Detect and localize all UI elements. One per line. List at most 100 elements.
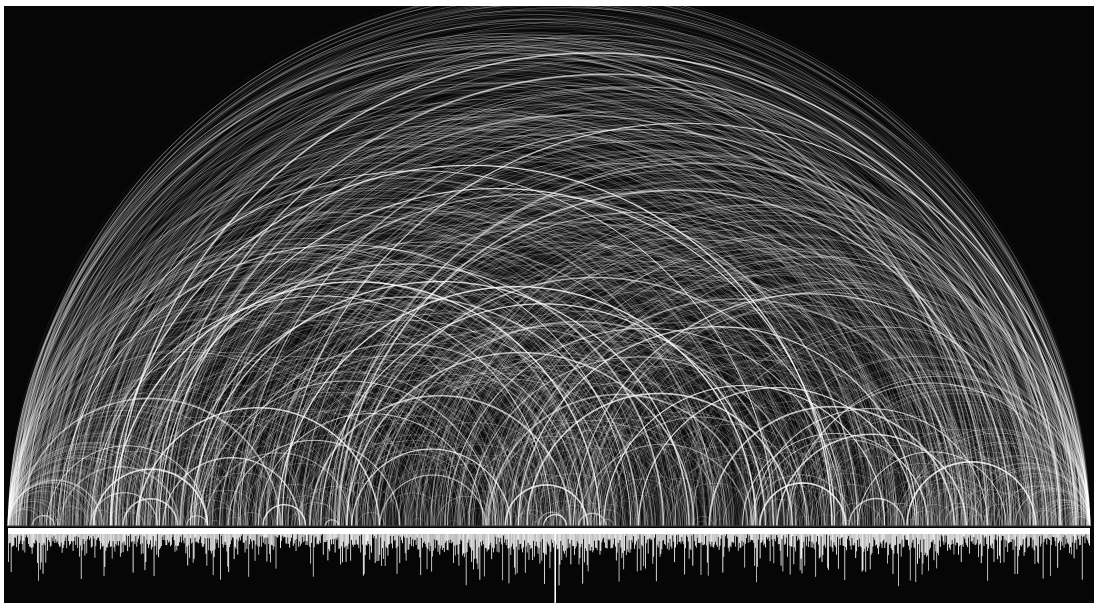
- connection-arc: [286, 327, 685, 527]
- connection-arc: [505, 241, 1076, 527]
- connection-arc: [191, 431, 381, 527]
- connection-arc: [268, 150, 1033, 527]
- connection-arc: [465, 239, 1038, 527]
- connection-arc: [117, 303, 574, 527]
- connection-arc: [297, 400, 549, 527]
- connection-arc: [7, 141, 778, 527]
- connection-arc: [30, 325, 441, 527]
- connection-arc: [147, 241, 717, 527]
- connection-arc: [7, 409, 248, 527]
- connection-arc: [17, 34, 1002, 527]
- connection-arc: [218, 391, 494, 527]
- connection-arc: [889, 504, 935, 527]
- connection-arc: [172, 516, 194, 527]
- connection-arc: [7, 422, 222, 527]
- connection-arc: [292, 150, 1044, 527]
- connection-arc: [1004, 484, 1091, 527]
- connection-arc: [211, 385, 500, 527]
- connection-arc: [487, 286, 977, 527]
- connection-arc: [258, 140, 1029, 527]
- connection-arc: [580, 294, 1045, 527]
- connection-arc: [212, 93, 1077, 527]
- connection-arc: [516, 373, 823, 527]
- connection-arc: [266, 162, 1006, 527]
- connection-arc: [510, 466, 630, 527]
- connection-arc: [736, 496, 797, 527]
- connection-arc: [154, 205, 796, 527]
- connection-arc: [7, 507, 48, 527]
- connection-arc: [124, 350, 476, 527]
- connection-arc: [195, 129, 990, 527]
- connection-arc: [288, 385, 577, 527]
- connection-arc: [146, 487, 223, 527]
- connection-arc: [176, 272, 694, 527]
- connection-arc: [126, 367, 444, 527]
- connection-arc: [311, 437, 488, 527]
- connection-arc: [415, 290, 897, 527]
- connection-arc: [594, 278, 1091, 527]
- node-bar: [549, 528, 551, 569]
- connection-arc: [8, 253, 555, 527]
- connection-arc: [172, 475, 273, 527]
- connection-arc: [340, 384, 624, 527]
- connection-arc: [785, 373, 1091, 527]
- connection-arc: [515, 438, 690, 527]
- connection-arc: [10, 115, 832, 527]
- node-bar: [10, 528, 12, 572]
- connection-arc: [363, 492, 435, 527]
- connection-arc: [131, 79, 1024, 527]
- connection-arc: [805, 387, 1091, 527]
- connection-arc: [167, 395, 430, 527]
- connection-arc: [508, 518, 525, 527]
- connection-arc: [18, 103, 864, 527]
- connection-arc: [11, 260, 543, 527]
- node-bar: [508, 528, 510, 584]
- connection-arc: [120, 97, 990, 527]
- connection-arc: [82, 258, 619, 527]
- connection-arc: [192, 388, 467, 527]
- connection-arc: [81, 45, 1044, 527]
- connection-arc: [487, 449, 640, 527]
- connection-arc: [383, 359, 717, 527]
- connection-arc: [651, 306, 1091, 527]
- connection-arc: [450, 452, 597, 527]
- connection-arc: [203, 490, 274, 527]
- connection-arc: [176, 152, 923, 527]
- node-bar: [228, 528, 230, 572]
- connection-arc: [345, 155, 1087, 527]
- connection-arc: [13, 6, 1073, 527]
- connection-arc: [7, 441, 176, 527]
- connection-arc: [100, 66, 1020, 527]
- connection-arc: [460, 225, 1061, 527]
- connection-arc: [570, 315, 992, 527]
- connection-arc: [7, 423, 214, 527]
- connection-arc: [263, 119, 1077, 527]
- connection-arc: [63, 441, 232, 527]
- connection-arc: [1053, 507, 1091, 527]
- connection-arc: [332, 296, 802, 527]
- connection-arc: [146, 332, 544, 527]
- connection-arc: [509, 479, 608, 527]
- connection-arc: [9, 207, 648, 527]
- connection-arc: [16, 235, 598, 527]
- connection-arc: [455, 296, 914, 527]
- connection-arc: [10, 184, 706, 527]
- connection-arc: [7, 467, 126, 527]
- connection-arc: [924, 443, 1091, 527]
- connection-arc: [334, 327, 740, 527]
- node-bar: [502, 528, 504, 581]
- connection-arc: [199, 329, 603, 527]
- connection-arc: [273, 176, 972, 527]
- connection-arc: [182, 496, 241, 527]
- connection-arc: [618, 483, 705, 527]
- connection-arc: [18, 40, 990, 527]
- connection-arc: [182, 201, 833, 527]
- connection-arc: [384, 345, 747, 527]
- connection-arc: [205, 137, 983, 527]
- connection-arc: [877, 422, 1091, 527]
- connection-arc: [970, 466, 1091, 527]
- connection-arc: [81, 138, 858, 527]
- connection-arc: [10, 244, 585, 527]
- connection-arc: [72, 69, 999, 527]
- connection-arc: [441, 490, 517, 527]
